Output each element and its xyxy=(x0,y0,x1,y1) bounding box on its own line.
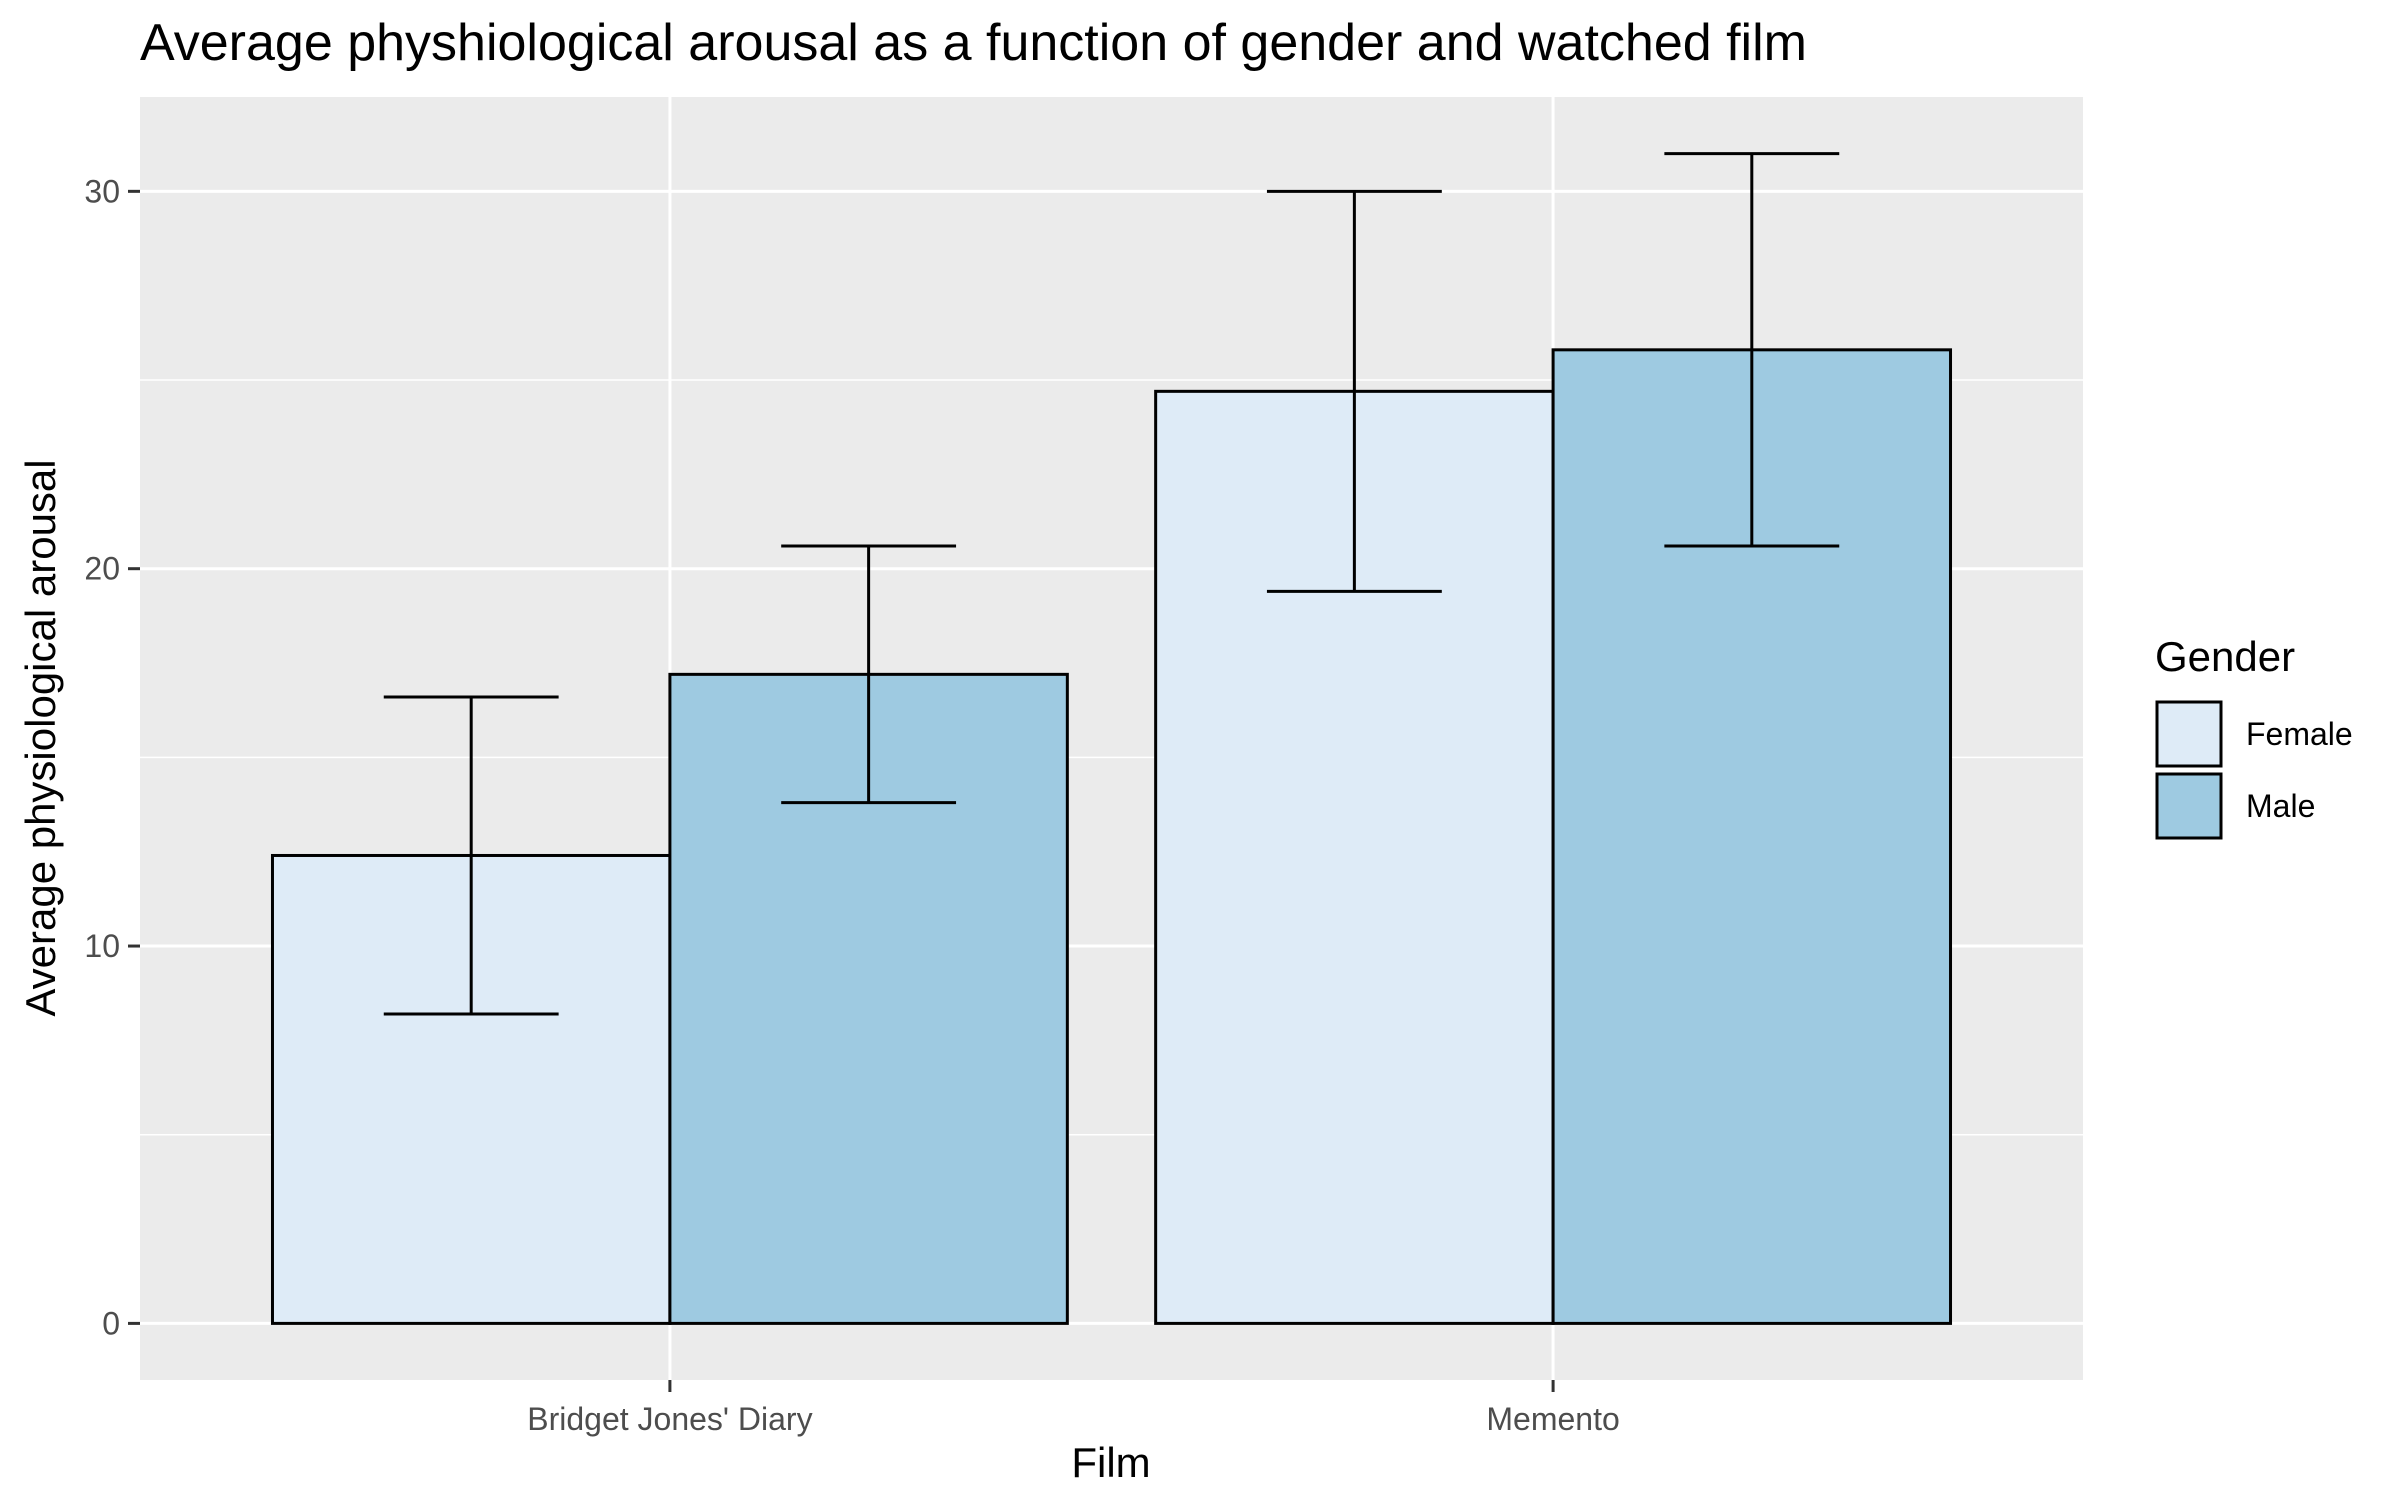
legend-label-male: Male xyxy=(2246,788,2315,824)
legend-title: Gender xyxy=(2155,633,2295,680)
error-bars xyxy=(383,152,1840,1016)
y-tick-label: 20 xyxy=(84,551,120,587)
y-tick-label: 10 xyxy=(84,928,120,964)
x-tick-label: Bridget Jones' Diary xyxy=(527,1401,812,1437)
legend-key-female xyxy=(2155,700,2223,768)
chart-title: Average physhiological arousal as a func… xyxy=(140,14,1807,72)
legend-label-female: Female xyxy=(2246,716,2353,752)
axes: 0 10 20 30 Bridget Jones' Diary Memento xyxy=(84,173,1619,1437)
legend: Gender Female Male xyxy=(2155,633,2353,840)
y-axis-title: Average physiological arousal xyxy=(17,459,64,1016)
x-axis-title: Film xyxy=(1071,1439,1150,1486)
x-tick-label: Memento xyxy=(1486,1401,1619,1437)
legend-key-male xyxy=(2155,772,2223,840)
y-tick-label: 0 xyxy=(102,1305,120,1341)
y-tick-label: 30 xyxy=(84,173,120,209)
